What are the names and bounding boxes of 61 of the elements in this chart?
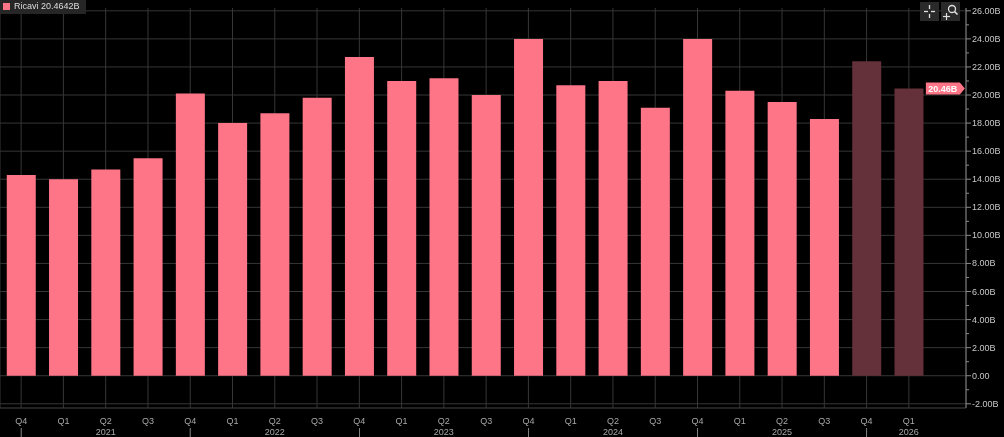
bar [91,169,121,376]
y-tick-label: -2.00B [972,398,999,409]
x-tick-label: Q2 2024 [602,416,623,437]
bar [387,80,417,376]
bar [429,78,459,376]
y-tick-label: 4.00B [972,314,996,325]
bar [344,57,374,376]
x-tick-label: Q4 | [353,416,366,437]
x-tick-label: Q4 | [522,416,535,437]
x-tick-label: Q2 2021 [95,416,116,437]
y-tick-label: 0.00 [972,370,990,381]
bar [6,175,36,376]
x-tick-label: Q1 [57,416,70,426]
x-tick-label: Q2 2022 [264,416,285,437]
bar [218,123,248,376]
x-tick-label: Q4 | [15,416,28,437]
x-tick-label: Q2 2023 [433,416,454,437]
x-tick-label: Q4 | [691,416,704,437]
y-tick-label: 2.00B [972,342,996,353]
x-tick-label: Q1 [564,416,577,426]
bar [683,38,713,376]
legend-label: Ricavi 20.4642B [14,1,80,12]
bar [767,102,797,376]
x-tick-label: Q4 | [184,416,197,437]
y-tick-label: 14.00B [972,174,1001,185]
bar [852,61,882,376]
x-tick-label: Q3 [818,416,831,426]
bar [640,107,670,376]
y-tick-label: 16.00B [972,146,1001,157]
x-tick-label: Q3 [649,416,662,426]
y-tick-label: 22.00B [972,61,1001,72]
x-tick-label: Q2 2025 [772,416,793,437]
y-tick-label: 26.00B [972,5,1001,16]
x-tick-label: Q3 [141,416,154,426]
bar [175,93,205,376]
bar [133,158,163,376]
y-tick-label: 8.00B [972,258,996,269]
x-tick-label: Q4 | [860,416,873,437]
y-tick-label: 20.00B [972,90,1001,101]
y-tick-label: 18.00B [972,118,1001,129]
bar [302,97,332,376]
x-tick-label: Q1 2026 [898,416,919,437]
x-tick-label: Q1 [226,416,239,426]
x-tick-label: Q3 [480,416,493,426]
bar [725,90,755,376]
y-tick-label: 12.00B [972,202,1001,213]
bar [514,38,544,376]
bar [556,85,586,376]
annotation: 20.46B [928,83,958,94]
bar [260,113,290,376]
bar [598,80,628,376]
bar [49,179,79,376]
y-tick-label: 10.00B [972,230,1001,241]
x-tick-label: Q1 [395,416,408,426]
bar [471,95,501,376]
bar [894,88,924,376]
bar [809,118,839,376]
y-tick-label: 6.00B [972,286,996,297]
x-tick-label: Q3 [311,416,324,426]
x-tick-label: Q1 [733,416,746,426]
y-tick-label: 24.00B [972,33,1001,44]
